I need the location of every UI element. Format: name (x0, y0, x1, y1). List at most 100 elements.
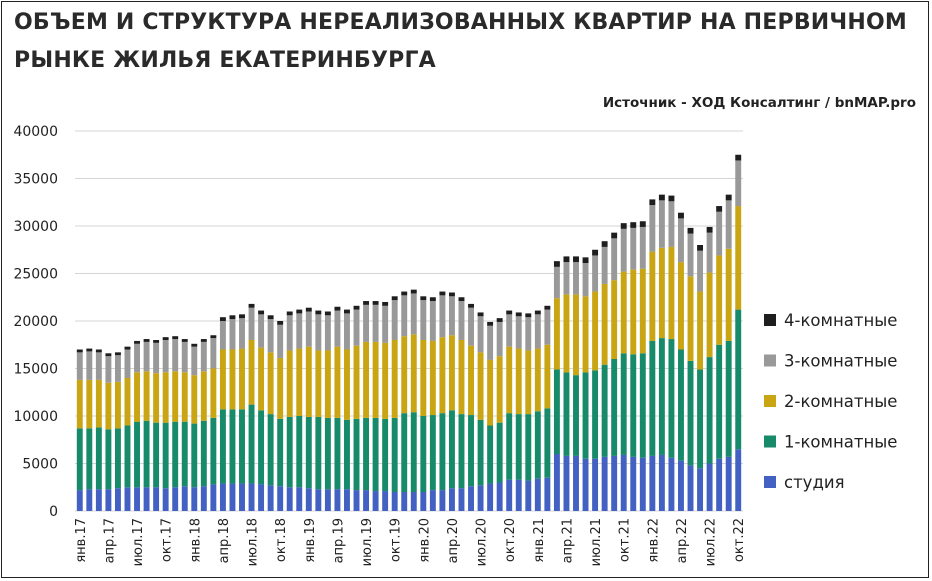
bar-segment (563, 256, 570, 263)
bar-segment (324, 417, 331, 490)
bar-segment (353, 418, 360, 491)
bar-segment (649, 455, 656, 511)
bar-segment (544, 309, 551, 345)
bar-segment (286, 311, 293, 316)
bar-segment (658, 454, 665, 511)
bar-segment (315, 416, 322, 490)
bar-segment (658, 194, 665, 201)
bar-segment (735, 206, 742, 310)
bar-segment (573, 375, 579, 456)
bar-segment (573, 455, 579, 511)
bar-segment (553, 369, 560, 454)
bar-segment (248, 307, 255, 340)
bar-segment (277, 358, 284, 419)
bar-segment (286, 416, 293, 488)
bar-segment (391, 296, 398, 301)
bar-segment (468, 307, 474, 346)
bar-segment (620, 223, 627, 229)
bar-segment (124, 346, 131, 350)
bar-segment (563, 372, 570, 456)
bar-segment (401, 492, 408, 511)
y-tick-label: 35000 (13, 172, 58, 188)
bar-segment (611, 238, 618, 281)
bar-segment (725, 194, 732, 201)
bar-stack (620, 223, 627, 511)
bar-segment (200, 339, 207, 342)
bar-segment (372, 341, 379, 418)
x-tick-label: апр.19 (331, 518, 346, 563)
bar-segment (439, 490, 446, 511)
bar-stack (678, 212, 684, 511)
bar-segment (286, 315, 293, 351)
bar-segment (334, 489, 341, 511)
bar-segment (506, 413, 513, 480)
bar-segment (86, 351, 93, 380)
bar-segment (458, 297, 465, 302)
bar-segment (620, 454, 627, 511)
x-tick-label: июл.22 (704, 518, 719, 566)
legend-swatch (764, 395, 776, 407)
bar-segment (162, 337, 169, 340)
bar-segment (344, 349, 350, 420)
bar-segment (258, 310, 265, 315)
bar-segment (420, 300, 427, 340)
bar-segment (649, 340, 656, 456)
bar-segment (410, 289, 417, 294)
bar-segment (668, 457, 675, 511)
bar-stack (534, 310, 541, 511)
x-tick-label: янв.22 (646, 518, 661, 563)
bar-segment (353, 345, 360, 419)
x-tick-label: янв.19 (303, 518, 318, 563)
bar-segment (95, 427, 102, 490)
bar-segment (305, 346, 312, 417)
bar-segment (630, 227, 637, 270)
bar-stack (315, 310, 322, 511)
bar-stack (601, 241, 608, 511)
x-tick-label: окт.22 (732, 518, 747, 562)
bar-stack (344, 309, 350, 511)
bar-segment (172, 421, 179, 488)
bar-segment (668, 201, 675, 247)
bar-segment (258, 410, 265, 485)
bar-stack (697, 245, 704, 511)
bar-stack (639, 221, 646, 511)
bar-segment (134, 340, 140, 344)
bar-segment (172, 336, 179, 340)
bar-stack (229, 315, 236, 511)
bar-segment (114, 488, 121, 511)
bar-segment (219, 321, 226, 350)
bars (76, 154, 742, 511)
bar-segment (248, 404, 255, 484)
bar-segment (429, 297, 436, 302)
bar-segment (515, 348, 522, 415)
bar-segment (229, 409, 236, 484)
bar-segment (639, 268, 646, 354)
bar-segment (515, 316, 522, 349)
bar-segment (697, 468, 704, 511)
legend-swatch (764, 354, 776, 367)
bar-segment (611, 280, 618, 359)
bar-segment (534, 310, 541, 315)
bar-stack (506, 310, 513, 511)
bar-stack (334, 306, 341, 511)
bar-segment (573, 256, 579, 263)
bar-segment (563, 455, 570, 511)
bar-segment (706, 226, 713, 233)
x-tick-label: янв.18 (188, 518, 203, 563)
bar-segment (210, 484, 217, 511)
chart-title-line-1: ОБЪЕМ И СТРУКТУРА НЕРЕАЛИЗОВАННЫХ КВАРТИ… (14, 10, 907, 35)
bar-segment (229, 315, 236, 320)
bar-segment (429, 415, 436, 491)
bar-segment (697, 369, 704, 469)
bar-segment (448, 410, 455, 489)
bar-segment (105, 353, 112, 357)
bar-segment (114, 428, 121, 489)
bar-segment (105, 356, 112, 383)
x-tick-label: апр.22 (675, 518, 690, 563)
bar-segment (506, 346, 513, 414)
bar-stack (105, 353, 112, 511)
x-tick-label: окт.21 (618, 518, 633, 562)
bar-segment (353, 490, 360, 511)
bar-segment (553, 298, 560, 370)
bar-segment (382, 418, 389, 492)
